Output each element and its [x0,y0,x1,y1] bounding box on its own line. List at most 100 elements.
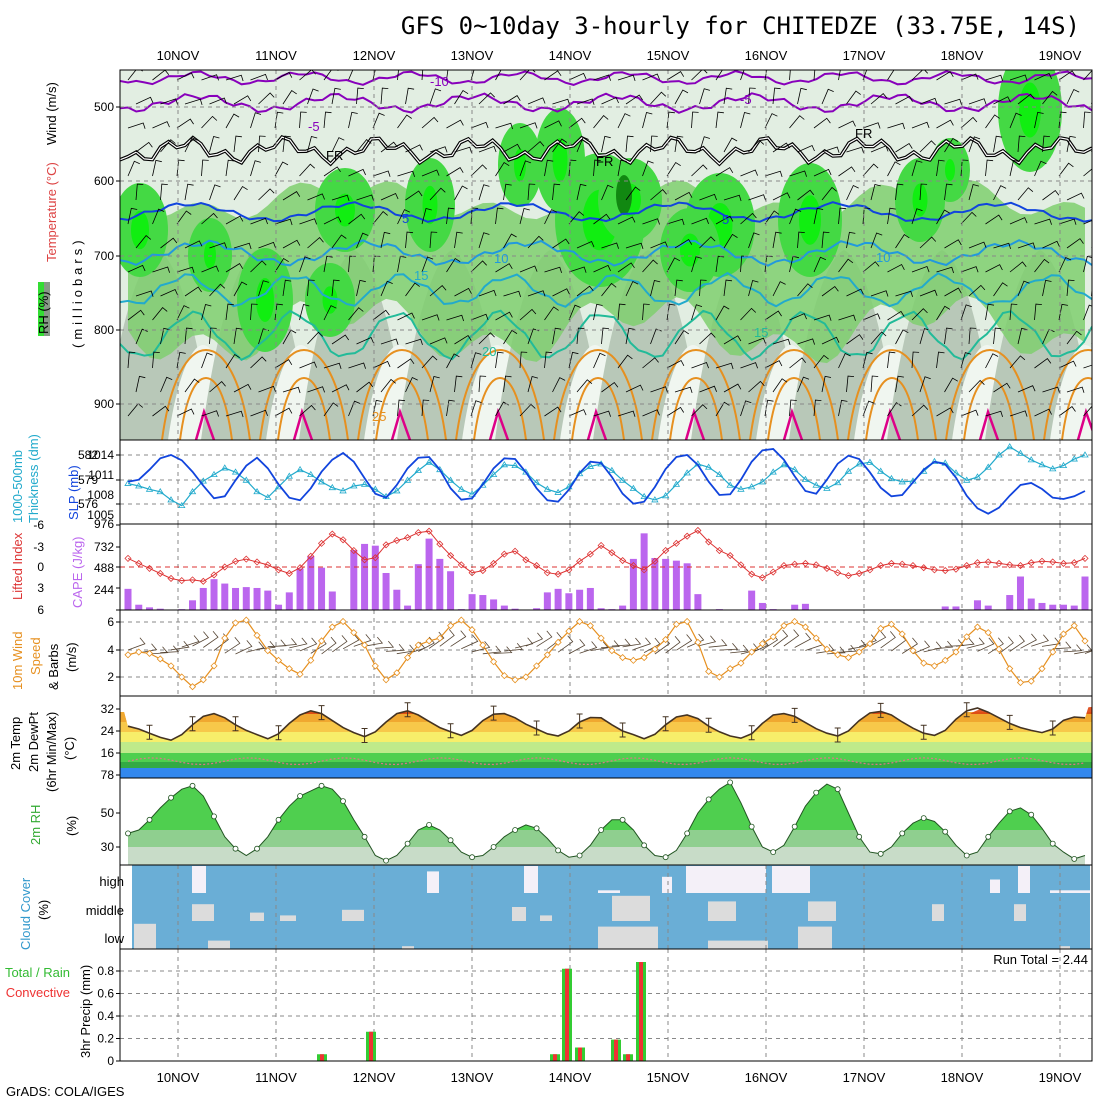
surface-wind-barb [622,637,642,648]
wind-barb [1042,386,1060,393]
wind-barb [454,231,463,249]
wind-barb [740,400,752,417]
wind-barb [176,351,186,369]
wind-barb [160,288,178,297]
y-tick-label: 0.2 [97,1032,114,1046]
li-point [210,571,218,579]
wind-speed-point [382,676,390,684]
wind-barb [233,95,252,105]
rh-point [297,793,303,799]
cloud-level-high: high [99,874,124,889]
wind-barb [1058,218,1077,225]
wind-barb [331,334,350,345]
rh-axis: 50 30 [101,806,120,854]
contour-15 [120,271,1092,308]
wind-barb [887,70,902,81]
wind-barb [527,141,545,153]
wind-barb [944,98,962,106]
rh-point [361,833,368,840]
y-tick-label: 4 [107,643,114,657]
li-point [769,568,777,576]
wind-barb [789,170,807,177]
cloud-cell [250,912,264,921]
li-point [941,567,949,575]
contour-30 [865,376,919,440]
li-point [543,569,551,577]
rh-blob-wet [799,195,821,245]
wind-barb [691,111,699,129]
wind-speed-point [167,662,175,670]
wind-barb [740,212,757,225]
cape-bar [135,604,143,610]
wind-barb [176,305,190,321]
li-point [748,570,756,578]
wind-barb [1091,100,1092,105]
cape-bar [307,556,315,610]
wind-grid [120,610,1092,696]
cape-bar [189,600,197,610]
cloud-cell [192,904,214,921]
li-point [479,567,487,575]
wind-barb [544,120,562,129]
wind-barb [1091,283,1092,297]
li-point [199,577,207,585]
wind-barb [127,122,146,129]
wind-barb [772,192,791,201]
wind-barb [544,266,562,274]
wind-barb [993,282,1008,297]
wind-speed-point [823,645,831,653]
li-point [1049,558,1057,566]
li-point [393,536,401,545]
wind-barb [813,354,829,369]
surface-wind-barb [987,637,1004,655]
cape-bar [748,590,756,610]
li-point [468,569,476,577]
cloud-cell [540,915,552,921]
wind-barb [135,235,152,249]
rh-point [1006,808,1013,815]
wind-barb [789,357,807,369]
wind-barb [1034,160,1047,177]
wind-barb [1017,187,1034,201]
wind-speed-point [748,648,756,656]
wind-barb [887,351,896,369]
wind-label1: 10m Wind [10,631,25,690]
wind-barb [397,209,411,225]
wind-barb [919,289,938,297]
top-date-label: 16NOV [745,48,788,63]
li-point [371,554,379,562]
wind-barb [225,159,235,177]
wind-barb [748,380,765,393]
wind-speed-point [479,641,487,649]
wind-barb [176,408,195,417]
wind-barb [985,114,1000,129]
rh-blob-wet [204,241,216,269]
wind-barb [870,145,889,153]
precip-conv-bar [369,1031,373,1061]
wind-barb [838,314,856,321]
wind-barb [642,218,660,225]
li-point [296,564,304,572]
lift-plot [120,526,1092,610]
wind-barb [233,383,252,393]
contour-35 [292,407,314,440]
wind-speed-point [995,645,1003,653]
li-point [328,530,336,538]
wind-barb [446,399,455,417]
lift-panel: -6 -3 0 3 6 976 732 488 244 Lifted Index CAPE (J… [10,517,1093,617]
thickness-point [285,472,293,479]
top-date-label: 10NOV [157,48,200,63]
wind-barb [764,210,780,225]
contour-m5 [120,92,1092,114]
thickness-point [543,485,552,492]
wind-barb [470,313,489,321]
wind-barb [1017,242,1036,249]
li-point [780,562,788,570]
contour-25 [945,348,1035,440]
wind-speed-point [941,656,949,664]
cloud-cell [808,901,836,921]
wind-barb [454,287,472,297]
wind-barb [936,119,954,129]
cape-bar [275,604,283,610]
rh-point [125,830,131,837]
